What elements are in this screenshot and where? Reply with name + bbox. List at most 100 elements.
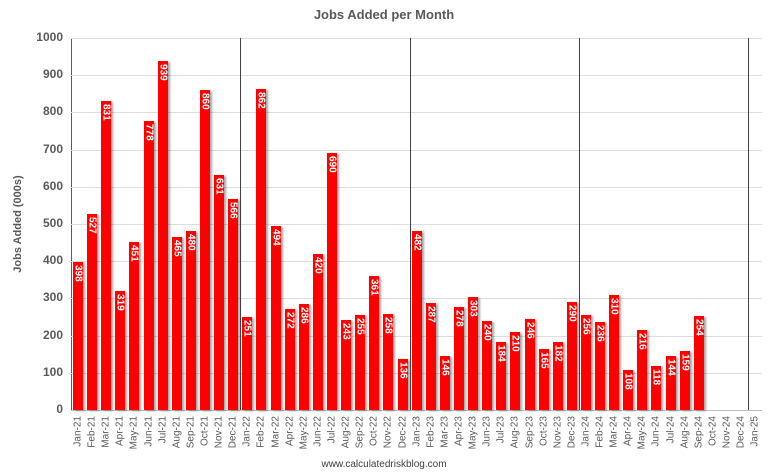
bar-value-label: 255 (354, 318, 366, 335)
bar-value-label: 860 (199, 93, 211, 110)
bar: 831 (101, 100, 112, 410)
gridline (71, 186, 762, 188)
bar: 256 (580, 314, 591, 410)
bar: 118 (651, 366, 662, 410)
y-tick-label: 900 (42, 67, 63, 82)
chart-title: Jobs Added per Month (313, 7, 455, 22)
bar-value-label: 184 (495, 344, 507, 362)
x-tick-label: Mar-23 (439, 416, 451, 448)
bar-value-label: 159 (679, 353, 691, 371)
bar-value-label: 182 (552, 345, 564, 362)
bar-value-label: 310 (608, 297, 620, 315)
bar-value-label: 451 (128, 245, 140, 262)
bar-value-label: 287 (425, 306, 437, 323)
bar: 246 (524, 318, 535, 410)
x-tick-label: Dec-22 (397, 416, 409, 449)
bar: 290 (566, 302, 578, 410)
bar: 451 (128, 242, 140, 410)
x-tick-label: Mar-21 (100, 416, 112, 448)
bar-value-label: 286 (298, 306, 310, 324)
x-tick-label: Jul-23 (495, 416, 507, 444)
x-tick-label: May-23 (467, 416, 479, 450)
bar-value-label: 420 (312, 256, 324, 274)
x-tick-label: Sep-22 (354, 416, 366, 449)
bar: 482 (411, 230, 423, 410)
x-tick-label: Aug-21 (171, 416, 183, 449)
bar: 255 (354, 315, 366, 410)
bar: 494 (270, 226, 282, 410)
bar: 184 (495, 341, 507, 410)
bar: 480 (185, 231, 197, 410)
gridline (71, 224, 762, 225)
bar-value-label: 165 (538, 351, 550, 369)
bar: 310 (608, 294, 620, 410)
bar: 254 (693, 315, 705, 410)
bar: 144 (665, 356, 677, 410)
bar-value-label: 272 (284, 311, 296, 329)
bar-value-label: 303 (467, 300, 479, 317)
bar-value-label: 240 (481, 323, 493, 341)
bar-value-label: 216 (636, 332, 648, 350)
bar-value-label: 243 (340, 322, 352, 340)
bar: 465 (171, 237, 182, 410)
x-tick-label: May-22 (298, 416, 310, 450)
bar: 566 (228, 199, 239, 410)
x-tick-label: Jan-23 (411, 416, 423, 447)
x-tick-label: Nov-24 (721, 416, 733, 449)
bar-value-label: 144 (665, 359, 677, 377)
bar: 272 (284, 308, 296, 410)
bar-value-label: 278 (453, 309, 465, 327)
y-tick-label: 100 (42, 364, 63, 379)
x-tick-label: Nov-23 (552, 416, 564, 449)
gridline (71, 38, 762, 39)
bar-value-label: 258 (382, 317, 394, 334)
x-tick-label: Jun-23 (481, 416, 493, 447)
x-tick-label: Sep-24 (693, 416, 705, 449)
x-tick-label: Dec-24 (735, 416, 747, 449)
bar: 159 (679, 350, 691, 410)
bar: 398 (72, 261, 84, 410)
bar-value-label: 939 (157, 63, 169, 81)
x-axis-line (71, 410, 762, 411)
x-tick-label: Nov-21 (213, 416, 225, 449)
x-tick-label: Sep-21 (185, 416, 197, 449)
bar-value-label: 482 (411, 233, 423, 251)
bar-value-label: 494 (270, 229, 282, 246)
year-divider (409, 38, 411, 410)
bar: 361 (369, 275, 380, 410)
bar: 240 (481, 320, 493, 410)
bar: 303 (467, 297, 479, 410)
x-tick-label: Jan-22 (241, 416, 253, 447)
bar: 251 (242, 316, 253, 410)
x-tick-label: Sep-23 (524, 416, 536, 449)
x-tick-label: May-24 (636, 416, 648, 450)
bar-value-label: 254 (693, 318, 705, 336)
y-tick-label: 400 (42, 253, 63, 268)
bar-value-label: 290 (566, 305, 578, 322)
bar: 210 (509, 331, 521, 410)
x-tick-label: Aug-22 (340, 416, 352, 449)
bar-value-label: 398 (72, 264, 84, 282)
bar-value-label: 690 (326, 156, 338, 174)
x-tick-label: Jun-24 (650, 416, 662, 447)
bar-value-label: 210 (509, 334, 521, 352)
x-tick-label: Feb-23 (425, 416, 437, 448)
bar: 216 (636, 329, 648, 410)
bar: 690 (326, 153, 338, 410)
bar: 631 (213, 175, 225, 410)
bar-value-label: 862 (255, 92, 267, 110)
y-tick-label: 1000 (36, 30, 63, 44)
x-tick-label: Apr-22 (284, 416, 296, 447)
y-tick-label: 200 (42, 327, 63, 342)
bar-value-label: 631 (213, 178, 225, 195)
bar: 146 (439, 355, 450, 410)
gridline (71, 112, 762, 114)
bar-value-label: 108 (622, 372, 634, 390)
bar-value-label: 480 (185, 234, 197, 252)
bar: 860 (199, 90, 211, 410)
x-tick-label: Oct-22 (368, 416, 380, 447)
bar: 278 (453, 306, 465, 410)
bar: 165 (538, 348, 550, 410)
year-divider (240, 38, 242, 410)
bar: 778 (143, 120, 154, 410)
